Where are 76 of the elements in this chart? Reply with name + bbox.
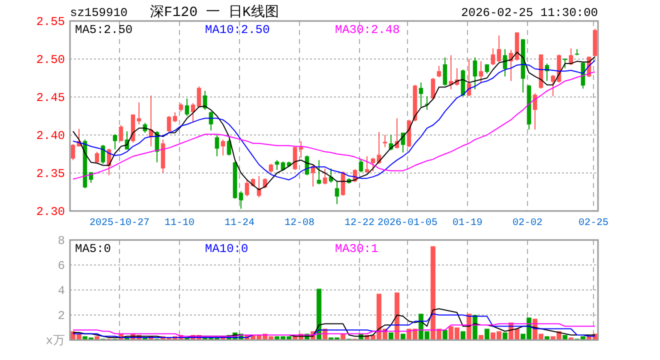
text: MA30:2.48: [335, 23, 400, 37]
candlestick: [334, 180, 340, 205]
candlestick: [118, 124, 124, 142]
candlestick: [436, 65, 442, 78]
y-tick-label: 2.50: [36, 53, 65, 67]
candlestick: [562, 58, 568, 69]
x-tick-label: 11-10: [164, 218, 195, 229]
candlestick: [172, 112, 178, 123]
candlestick: [370, 157, 376, 172]
x-tick-label: 02-02: [512, 218, 543, 229]
text: 2026-02-25 11:30:00: [461, 6, 598, 20]
candlestick: [238, 190, 244, 210]
chart-title: 深F120 一 日K线图: [150, 4, 279, 21]
y-tick-label: 8: [58, 234, 65, 248]
text: MA30:1: [335, 242, 378, 256]
candlestick: [298, 140, 304, 158]
candlestick: [442, 56, 448, 86]
y-tick-label: 2.45: [36, 91, 65, 105]
bar: [472, 315, 478, 340]
candlestick: [226, 139, 232, 156]
candlestick: [214, 134, 220, 157]
candlestick: [478, 60, 484, 84]
candlestick: [100, 144, 106, 164]
x-tick-label: 01-19: [452, 218, 483, 229]
x-tick-label: 12-08: [284, 218, 315, 229]
candlestick: [94, 151, 100, 163]
bar: [316, 288, 322, 340]
bar: [502, 332, 508, 340]
bar: [442, 330, 448, 340]
text: MA10:0: [205, 242, 248, 256]
candlestick: [196, 86, 202, 108]
candlestick: [292, 146, 298, 170]
candlestick: [364, 156, 370, 173]
candlestick: [496, 34, 502, 63]
y-axis-title: x万: [46, 334, 65, 348]
candlestick: [382, 134, 388, 148]
y-tick-label: 2.35: [36, 167, 65, 181]
text: MA5:0: [75, 242, 112, 256]
x-tick-label: 12-22: [344, 218, 375, 229]
text: MA5:2.50: [75, 23, 133, 37]
candlestick: [490, 48, 496, 66]
x-tick-label: 11-24: [224, 218, 255, 229]
candlestick: [502, 48, 508, 77]
candlestick: [166, 116, 172, 134]
candlestick: [472, 56, 478, 90]
bar: [400, 334, 406, 340]
candlestick: [136, 102, 142, 125]
candlestick: [418, 82, 424, 108]
y-tick-label: 4: [58, 284, 65, 298]
text: MA10:2.50: [205, 23, 270, 37]
y-tick-label: 2.30: [36, 205, 65, 219]
y-tick-label: 6: [58, 259, 65, 273]
x-tick-label: 02-25: [578, 218, 609, 229]
candlestick: [208, 110, 214, 131]
chart-subtitle: sz159910: [70, 6, 128, 20]
candlestick: [184, 98, 190, 116]
candlestick: [220, 139, 226, 156]
bar: [562, 335, 568, 340]
bar: [460, 331, 466, 340]
candlestick: [322, 168, 328, 185]
bar: [484, 328, 490, 340]
y-tick-label: 2.40: [36, 129, 65, 143]
y-tick-label: 2.55: [36, 15, 65, 29]
y-tick-label: 2: [58, 309, 65, 323]
candlestick: [274, 160, 280, 170]
x-tick-label: 2026-01-05: [377, 218, 438, 229]
candlestick: [112, 134, 118, 150]
line-series: [72, 323, 596, 337]
candlestick: [358, 158, 364, 173]
candlestick: [550, 74, 556, 97]
bar: [478, 335, 484, 340]
bar: [388, 332, 394, 340]
candlestick: [244, 179, 250, 198]
x-tick-label: 2025-10-27: [89, 218, 150, 229]
candlestick: [70, 144, 76, 161]
bar: [394, 292, 400, 340]
